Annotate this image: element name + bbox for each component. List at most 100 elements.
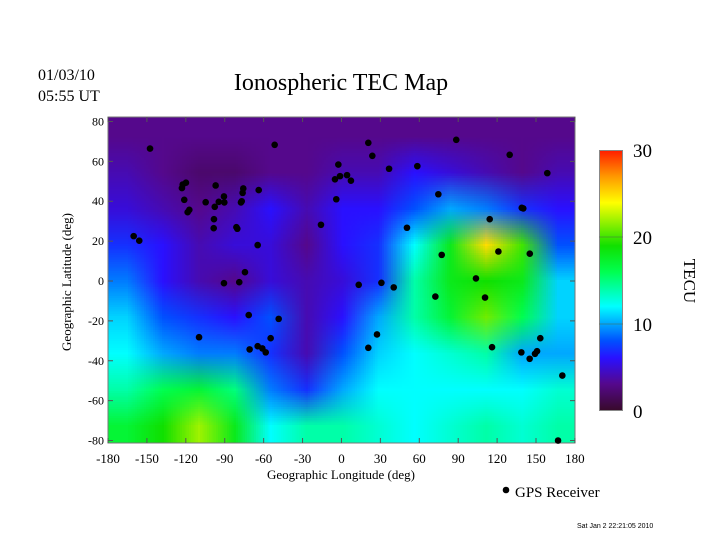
x-tick-label: -150 [135,451,159,466]
gps-receiver-dot [355,281,363,289]
gps-receiver-dot [543,169,551,177]
gps-receiver-dot [317,221,325,229]
gps-receiver-dot [347,177,355,185]
gps-receiver-dot [486,215,494,223]
x-tick-label: -30 [294,451,311,466]
legend-dot-icon [502,486,510,494]
gps-receiver-dot [211,203,219,211]
x-tick-label: -120 [174,451,198,466]
gps-receiver-dot [179,181,187,188]
gps-receiver-dot [495,248,502,255]
footer-timestamp: Sat Jan 2 22:21:05 2010 [577,523,653,530]
x-tick-label: 180 [565,451,585,466]
y-tick-label: 80 [92,114,104,128]
gps-receiver-dot [234,225,241,233]
gps-receiver-dot [536,334,544,342]
gps-receiver-dot [506,151,513,159]
gps-receiver-dot [373,331,381,338]
gps-receiver-dot [432,293,439,300]
gps-receiver-dot [241,268,249,276]
gps-receiver-dot [195,333,203,341]
x-tick-label: -180 [96,451,120,466]
gps-receiver-dot [481,294,489,301]
y-tick-label: 40 [92,194,104,208]
gps-receiver-dot [220,193,228,200]
x-tick-label: 30 [374,451,387,466]
gps-receiver-dot [130,232,137,240]
plot-frame [107,116,576,444]
gps-receiver-dot [245,311,253,319]
time-label: 05:55 UT [38,88,100,105]
gps-receiver-dot [526,355,533,363]
gps-receiver-dot [438,251,446,259]
gps-receiver-dot [212,182,219,189]
y-tick-label: -80 [88,434,104,448]
gps-receiver-dot [332,195,340,203]
gps-receiver-dot [435,190,442,198]
gps-receiver-dot [255,186,263,194]
gps-receiver-dot [202,198,209,206]
colorbar-tick-label: 10 [633,315,652,336]
y-tick-label: 20 [92,234,104,248]
gps-receiver-dot [559,372,566,379]
gps-receiver-dot [452,136,460,144]
tec-heatmap [108,117,575,443]
colorbar [599,150,623,411]
gps-receiver-dot [343,171,351,179]
colorbar-tick-label: 30 [633,141,652,162]
gps-receiver-dot [210,224,218,232]
gps-receiver-dot [221,199,228,206]
gps-receiver-dot [210,215,218,223]
gps-receiver-dot [378,279,385,287]
gps-receiver-dot [215,198,223,206]
gps-receiver-dot [275,315,282,323]
gps-receiver-dot [180,196,188,204]
gps-receiver-dot [554,437,562,444]
x-tick-label: 60 [413,451,426,466]
x-axis-label: Geographic Longitude (deg) [267,467,415,482]
gps-receiver-dot [135,237,143,245]
date-label: 01/03/10 [38,67,95,84]
y-tick-label: 0 [98,274,104,288]
gps-receiver-dot [254,241,261,249]
axis-ticks: -180 -150 -120 -90 -60 -30 0 30 60 90 120 150 180 80 6… [88,114,585,466]
y-tick-label: -20 [88,314,104,328]
gps-receiver-dot [365,139,372,147]
x-tick-label: -90 [216,451,233,466]
gps-receiver-dot [488,343,496,351]
x-tick-label: -60 [255,451,272,466]
colorbar-tick-label: 0 [633,402,643,423]
colorbar-ticks: 0 10 20 30 [599,141,652,423]
gps-receiver-dot [365,344,372,352]
gps-receiver-dot [369,152,376,160]
x-tick-label: 90 [452,451,465,466]
y-tick-label: -40 [88,354,104,368]
x-tick-label: 0 [338,451,345,466]
gps-receiver-dot [519,205,527,212]
y-tick-label: 60 [92,154,104,168]
gps-receiver-dot [518,349,525,356]
gps-receiver-dot [390,284,398,291]
gps-receiver-dot [335,161,342,168]
gps-receiver-dot [472,275,480,282]
gps-receiver-dot [385,165,393,173]
legend-label: GPS Receiver [515,485,600,501]
gps-receiver-dot [237,199,245,206]
gps-receiver-dot [331,176,339,183]
gps-receiver-dot [533,347,541,355]
gps-receiver-markers [130,136,566,444]
gps-receiver-dot [403,224,411,232]
gps-receiver-dot [220,279,228,287]
gps-receiver-dot [239,185,247,192]
gps-receiver-dot [267,334,274,342]
gps-receiver-dot [262,349,270,356]
gps-receiver-dot [271,141,278,149]
y-axis-label: Geographic Latitude (deg) [59,213,74,351]
gps-receiver-dot [526,250,534,257]
gps-receiver-dot [336,172,344,180]
y-tick-label: -60 [88,394,104,408]
gps-receiver-dot [414,162,421,170]
colorbar-tick-label: 20 [633,228,652,249]
